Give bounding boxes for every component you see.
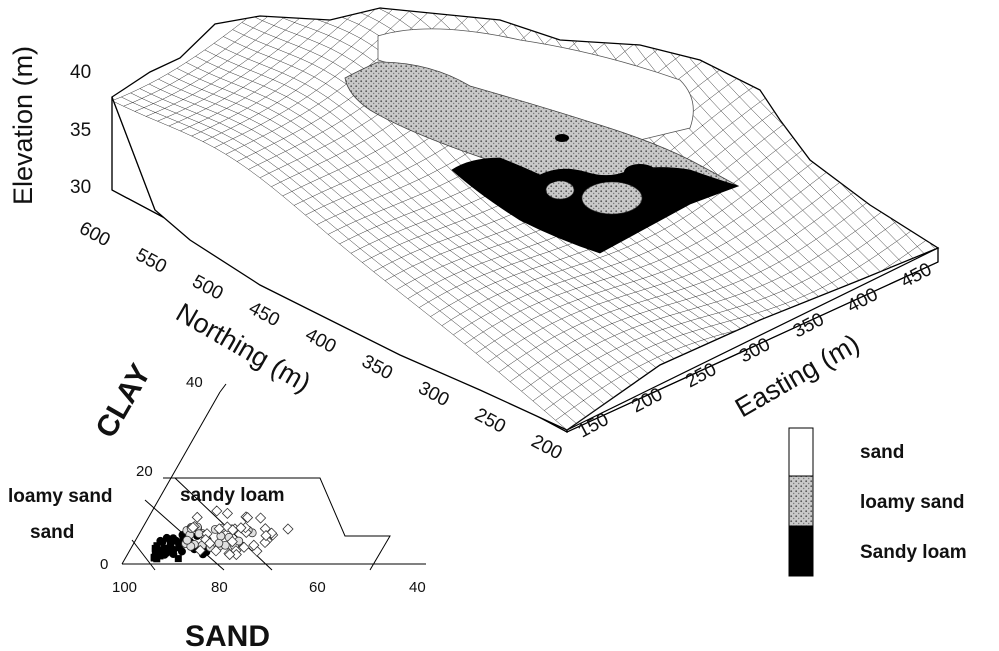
northing-tick: 400 [302, 324, 340, 357]
elevation-axis-title: Elevation (m) [8, 46, 38, 205]
sample-point [282, 523, 294, 535]
sample-point [156, 536, 165, 545]
northing-tick: 200 [528, 431, 566, 464]
sample-point [151, 547, 159, 555]
sample-point [255, 512, 267, 524]
mesh-line [112, 8, 484, 101]
sample-point [177, 547, 186, 556]
sample-point [248, 539, 260, 551]
mesh-line [123, 8, 495, 107]
mesh-line [191, 8, 563, 137]
northing-tick: 500 [189, 271, 227, 304]
sand-boundary [131, 539, 156, 571]
sample-point [163, 546, 171, 554]
sample-point [216, 531, 226, 541]
legend-label: loamy sand [860, 492, 965, 513]
sample-point [235, 522, 247, 534]
region-label-loamy-sand: loamy sand [8, 486, 113, 507]
mesh-line [418, 8, 874, 294]
clay-axis-title: CLAY [89, 359, 157, 444]
sand-tick: 60 [309, 579, 326, 596]
sample-point [238, 541, 250, 553]
sample-points [150, 505, 294, 563]
sample-point [153, 542, 161, 550]
region-label-sand: sand [30, 522, 74, 543]
northing-tick: 250 [471, 404, 509, 437]
northing-tick: 550 [132, 244, 170, 277]
patch-sandy-loam-dot-3 [624, 164, 656, 180]
patch-sandy-loam-dot-2 [542, 173, 558, 183]
sample-point [160, 550, 169, 559]
mesh-line [180, 8, 552, 132]
patch-loamy-sand-island [581, 181, 643, 215]
sand-tick: 40 [409, 579, 426, 596]
clay-tick: 40 [186, 374, 203, 391]
legend-swatch-loamy-sand [788, 475, 814, 527]
sand-tick: 100 [112, 579, 137, 596]
elevation-axis: Elevation (m) 30 35 40 [8, 46, 91, 205]
sample-point [169, 550, 178, 559]
sample-point [210, 545, 222, 557]
legend-label: Sandy loam [860, 542, 967, 563]
mesh-line [202, 8, 575, 142]
sample-point [221, 507, 233, 519]
northing-tick: 300 [415, 378, 453, 411]
elevation-tick: 30 [70, 177, 91, 198]
legend-label: sand [860, 442, 904, 463]
legend-swatch-sand [788, 427, 814, 477]
sample-point [259, 536, 271, 549]
northing-tick: 350 [358, 351, 396, 384]
patch-sandy-loam-dot [555, 134, 569, 142]
mesh-line [214, 8, 586, 148]
sample-point [204, 537, 216, 549]
elevation-tick: 40 [70, 62, 91, 83]
mesh-line [134, 8, 506, 112]
legend: sand loamy sand Sandy loam [788, 427, 967, 577]
elevation-tick: 35 [70, 120, 91, 141]
mesh-line [168, 8, 540, 127]
region-label-sandy-loam: sandy loam [180, 485, 285, 506]
surface-plot [111, 7, 940, 433]
sample-point [191, 511, 203, 523]
mesh-line [225, 8, 597, 155]
northing-tick: 450 [245, 298, 283, 331]
sample-point [175, 544, 183, 552]
sandy-loam-boundary [170, 477, 391, 571]
sample-point [182, 535, 192, 545]
patch-loamy-sand-island-2 [545, 180, 575, 200]
sample-point [166, 537, 175, 546]
sample-point [187, 521, 199, 534]
sample-point [150, 554, 158, 562]
sand-axis-title: SAND [185, 620, 270, 651]
mesh-line [146, 8, 518, 117]
legend-swatch-sandy-loam [788, 525, 814, 577]
texture-triangle: CLAY SAND 0 20 40 100 80 60 40 loamy san… [8, 359, 426, 651]
sample-point [213, 523, 225, 535]
sample-point [260, 530, 272, 542]
clay-tick: 0 [100, 556, 108, 573]
sample-point [158, 546, 166, 554]
sample-point [211, 505, 223, 517]
mesh-line [157, 8, 529, 122]
sample-point [174, 555, 182, 563]
sample-point [224, 549, 236, 561]
clay-tick: 20 [136, 463, 153, 480]
sample-point [194, 544, 206, 557]
mesh-line [427, 8, 883, 289]
sand-tick: 80 [211, 579, 228, 596]
northing-tick: 600 [76, 218, 114, 251]
sample-point [241, 512, 254, 524]
sample-point [226, 536, 238, 548]
